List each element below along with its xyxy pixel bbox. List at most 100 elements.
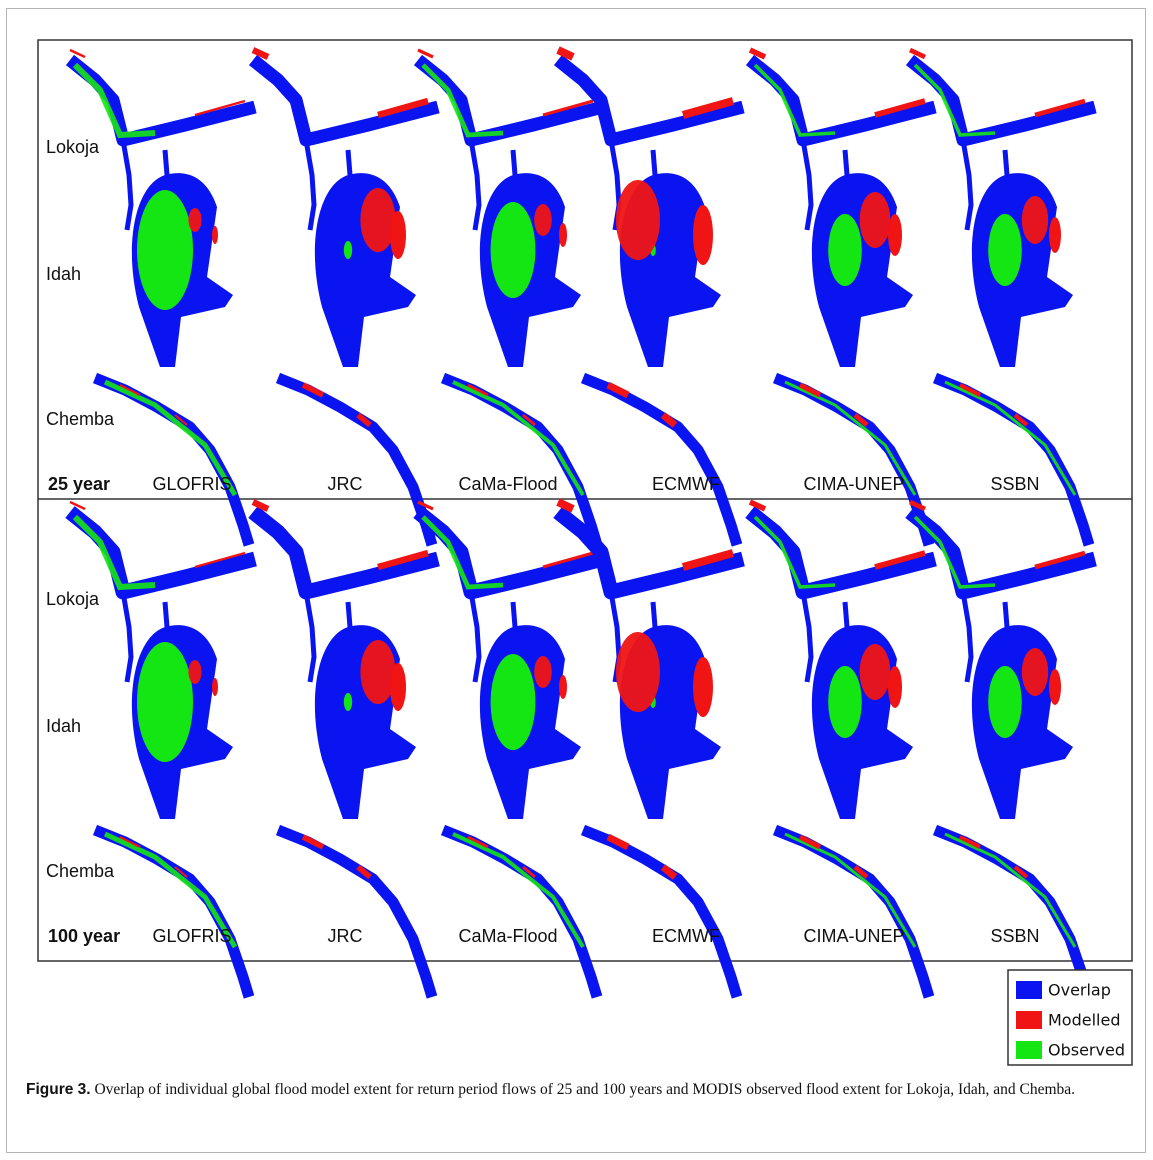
model-label: ECMWF: [652, 474, 720, 494]
river-modelled: [119, 384, 188, 426]
legend-label: Observed: [1048, 1041, 1125, 1060]
river-modelled: [798, 382, 869, 427]
river-observed: [421, 63, 504, 138]
floodplain-modelled: [212, 678, 218, 696]
river-overlap: [960, 139, 974, 231]
floodplain-overlap: [971, 173, 1073, 367]
floodplain-modelled: [188, 660, 202, 684]
river-overlap: [92, 372, 255, 547]
river-overlap: [303, 139, 317, 231]
floodplain-observed: [343, 241, 353, 259]
site-label: Chemba: [46, 409, 115, 429]
model-label: CIMA-UNEP: [803, 926, 904, 946]
river-modelled: [556, 498, 735, 571]
river-overlap: [345, 149, 353, 176]
flood-map: [745, 47, 937, 547]
river-overlap: [65, 54, 257, 147]
floodplain-modelled: [859, 644, 891, 700]
legend-swatch: [1016, 981, 1042, 999]
river-modelled: [908, 47, 1086, 118]
floodplain-modelled: [534, 656, 552, 688]
legend-swatch: [1016, 1041, 1042, 1059]
river-overlap: [248, 506, 440, 600]
model-label: SSBN: [990, 926, 1039, 946]
river-modelled: [556, 46, 735, 119]
river-observed: [72, 62, 156, 139]
site-label: Idah: [46, 716, 81, 736]
river-overlap: [905, 54, 1097, 147]
river-modelled: [748, 499, 926, 570]
flood-map: [905, 499, 1097, 999]
river-modelled: [467, 383, 536, 427]
flood-map: [413, 48, 605, 547]
river-overlap: [275, 372, 438, 547]
river-observed: [753, 63, 836, 137]
river-modelled: [606, 381, 678, 428]
model-label: CaMa-Flood: [458, 926, 557, 946]
river-overlap: [905, 506, 1097, 600]
river-overlap: [120, 591, 134, 683]
caption-text: Overlap of individual global flood model…: [94, 1081, 1076, 1098]
river-overlap: [65, 506, 257, 600]
river-overlap: [413, 506, 605, 600]
site-label: Chemba: [46, 861, 115, 881]
river-overlap: [413, 54, 605, 147]
river-overlap: [842, 149, 850, 176]
floodplain-modelled: [888, 666, 902, 708]
floodplain-modelled: [616, 632, 660, 712]
flood-map: [553, 498, 745, 999]
river-overlap: [440, 824, 603, 999]
river-overlap: [553, 506, 745, 600]
river-observed: [753, 515, 836, 589]
floodplain-observed: [988, 214, 1022, 286]
river-modelled: [417, 500, 594, 569]
floodplain-modelled: [693, 205, 713, 265]
flood-map: [65, 48, 257, 547]
river-overlap: [510, 601, 518, 628]
floodplain-modelled: [616, 180, 660, 260]
river-modelled: [251, 499, 429, 571]
floodplain-modelled: [360, 188, 396, 252]
floodplain-modelled: [888, 214, 902, 256]
floodplain-modelled: [212, 226, 218, 244]
river-observed: [913, 63, 996, 137]
river-modelled: [69, 48, 246, 117]
river-observed: [103, 831, 238, 949]
figure: Lokoja Idah Chemba 25 year GLOFRIS JRC CaMa-Fl…: [37, 39, 1133, 1066]
river-modelled: [798, 834, 869, 879]
floodplain-modelled: [534, 204, 552, 236]
period-label: 100 year: [48, 926, 120, 946]
river-overlap: [468, 591, 482, 683]
river-observed: [452, 380, 585, 497]
legend-label: Modelled: [1048, 1011, 1120, 1030]
flood-map: [65, 500, 257, 999]
river-overlap: [650, 601, 658, 628]
river-modelled: [959, 835, 1029, 879]
river-overlap: [162, 149, 170, 176]
maps: [65, 46, 1097, 999]
river-overlap: [960, 591, 974, 683]
river-overlap: [772, 372, 935, 547]
river-modelled: [959, 383, 1029, 427]
river-overlap: [510, 149, 518, 176]
river-modelled: [606, 833, 678, 880]
river-overlap: [745, 54, 937, 147]
labels: Lokoja Idah Chemba 25 year GLOFRIS JRC CaMa-Fl…: [46, 137, 1040, 946]
legend-label: Overlap: [1048, 981, 1111, 1000]
river-observed: [913, 515, 996, 589]
figure-frame: [6, 8, 1146, 1153]
period-label: 25 year: [48, 474, 110, 494]
floodplain-modelled: [360, 640, 396, 704]
floodplain-modelled: [1049, 669, 1061, 705]
floodplain-observed: [137, 642, 193, 762]
flood-map: [248, 47, 440, 547]
floodplain-modelled: [390, 211, 406, 259]
caption-label: Figure 3.: [26, 1081, 91, 1098]
river-overlap: [275, 824, 438, 999]
river-observed: [421, 515, 504, 590]
floodplain-overlap: [811, 625, 913, 819]
river-overlap: [468, 139, 482, 231]
model-label: ECMWF: [652, 926, 720, 946]
river-modelled: [908, 499, 1086, 570]
floodplain-modelled: [188, 208, 202, 232]
